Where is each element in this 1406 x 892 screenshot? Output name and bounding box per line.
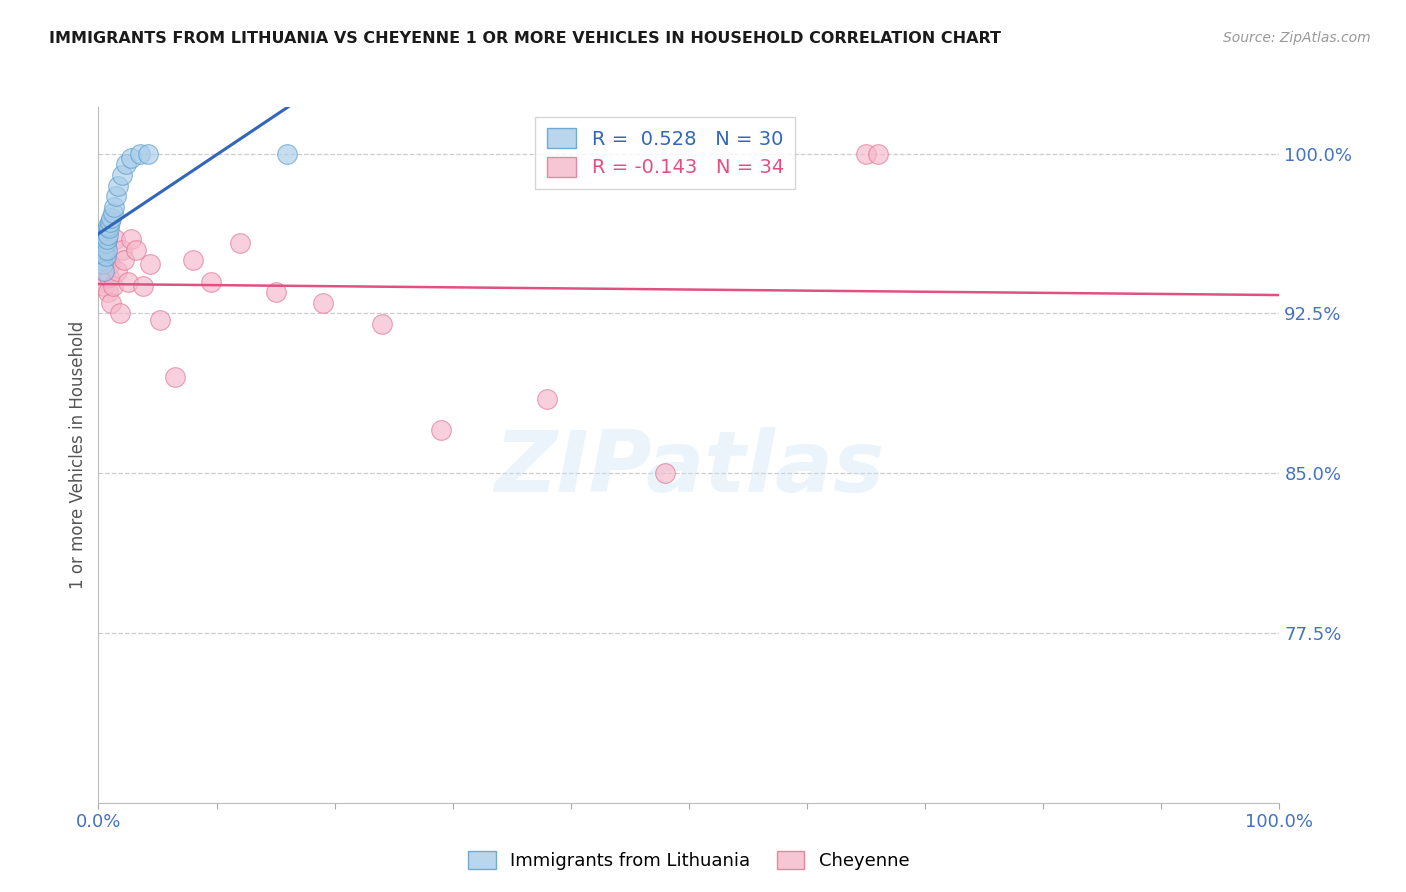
Point <box>91 258 114 272</box>
Point <box>104 232 127 246</box>
Point <box>93 243 115 257</box>
Point <box>117 275 139 289</box>
Point <box>132 278 155 293</box>
Point <box>101 206 124 220</box>
Point <box>105 189 128 203</box>
Point <box>371 317 394 331</box>
Point <box>136 146 159 161</box>
Point <box>100 211 122 225</box>
Y-axis label: 1 or more Vehicles in Household: 1 or more Vehicles in Household <box>69 321 87 589</box>
Point <box>264 285 287 300</box>
Point <box>89 249 111 263</box>
Point <box>96 253 118 268</box>
Point <box>94 264 117 278</box>
Point <box>98 215 121 229</box>
Point <box>112 253 135 268</box>
Point <box>430 424 453 438</box>
Point <box>100 295 122 310</box>
Point <box>101 278 124 293</box>
Legend: Immigrants from Lithuania, Cheyenne: Immigrants from Lithuania, Cheyenne <box>461 844 917 877</box>
Point <box>200 275 222 289</box>
Point <box>97 227 120 242</box>
Point <box>90 227 112 242</box>
Point <box>866 146 889 161</box>
Point <box>111 168 134 182</box>
Point <box>536 392 558 406</box>
Point <box>91 247 114 261</box>
Point <box>98 221 121 235</box>
Point <box>91 275 114 289</box>
Text: IMMIGRANTS FROM LITHUANIA VS CHEYENNE 1 OR MORE VEHICLES IN HOUSEHOLD CORRELATIO: IMMIGRANTS FROM LITHUANIA VS CHEYENNE 1 … <box>49 31 1001 46</box>
Point <box>121 151 143 165</box>
Point <box>229 236 252 251</box>
Point <box>93 264 115 278</box>
Text: Source: ZipAtlas.com: Source: ZipAtlas.com <box>1223 31 1371 45</box>
Point <box>654 466 676 480</box>
Point <box>149 313 172 327</box>
Point <box>98 258 121 272</box>
Point <box>93 278 115 293</box>
Point <box>97 219 120 234</box>
Text: ZIPatlas: ZIPatlas <box>494 427 884 510</box>
Point <box>855 146 877 161</box>
Point <box>103 200 125 214</box>
Point <box>91 253 114 268</box>
Point <box>91 232 114 246</box>
Point <box>97 285 120 300</box>
Point <box>165 370 187 384</box>
Point <box>108 306 131 320</box>
Point <box>90 243 112 257</box>
Point <box>114 157 136 171</box>
Point <box>90 236 112 251</box>
Point <box>94 236 117 251</box>
Point <box>98 270 121 285</box>
Point <box>312 295 335 310</box>
Point <box>125 243 148 257</box>
Point <box>96 232 118 246</box>
Point <box>181 253 204 268</box>
Point <box>91 258 114 272</box>
Point <box>111 243 134 257</box>
Point <box>128 146 150 161</box>
Point <box>93 232 115 246</box>
Point <box>94 249 117 263</box>
Point <box>91 243 114 257</box>
Point <box>276 146 298 161</box>
Point <box>105 264 128 278</box>
Point <box>96 243 118 257</box>
Point <box>107 178 129 193</box>
Point <box>121 232 143 246</box>
Point <box>139 258 162 272</box>
